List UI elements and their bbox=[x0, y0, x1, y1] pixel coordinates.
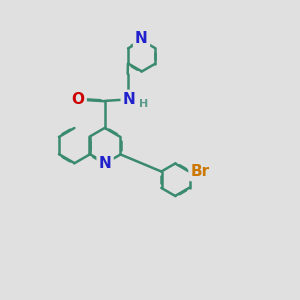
Text: O: O bbox=[72, 92, 85, 107]
Text: N: N bbox=[135, 31, 148, 46]
Text: N: N bbox=[123, 92, 136, 107]
Text: Br: Br bbox=[190, 164, 210, 179]
Text: N: N bbox=[99, 156, 112, 171]
Text: H: H bbox=[139, 99, 148, 109]
